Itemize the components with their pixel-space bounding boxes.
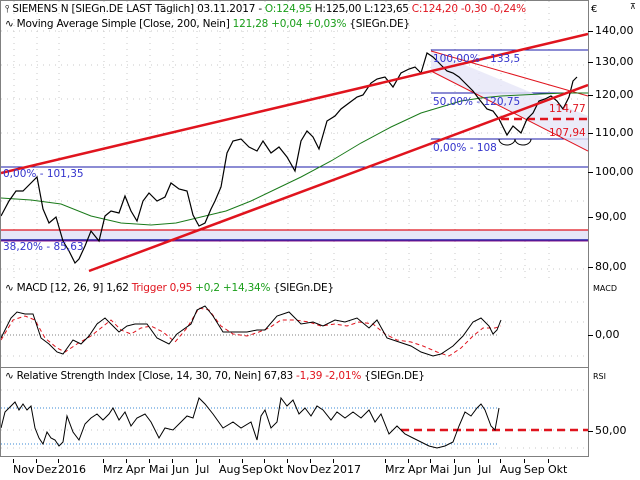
price-tick: 80,00	[588, 260, 627, 273]
ma-change: +0,04	[271, 18, 303, 30]
high-value: H:125,00	[314, 3, 362, 15]
rsi-legend: ∿ Relative Strength Index [Close, 14, 30,…	[5, 370, 428, 382]
time-tick: Mai	[149, 459, 169, 476]
rsi-panel[interactable]: ∿ Relative Strength Index [Close, 14, 30,…	[0, 368, 589, 457]
macd-change-pct: +14,34%	[222, 282, 271, 294]
ma-change-pct: +0,03%	[305, 18, 347, 30]
time-tick: 2017	[333, 459, 361, 476]
open-value: O:124,95	[264, 3, 312, 15]
rsi-axis-label: RSI	[593, 372, 606, 381]
price-tick: 130,00	[588, 55, 634, 68]
time-tick: Apr	[408, 459, 428, 476]
macd-change: +0,2	[195, 282, 220, 294]
close-value: C:124,20	[411, 3, 458, 15]
time-tick: Okt	[548, 459, 568, 476]
price-legend: ⫯ SIEMENS N [SIEGn.DE LAST Täglich] 03.11…	[5, 3, 529, 16]
instrument-icon: ⫯	[5, 3, 10, 15]
price-axis[interactable]: € ⊼ 140,00 130,00 120,00 110,00 100,00 9…	[588, 0, 640, 279]
macd-symbol: {SIEGn.DE}	[273, 282, 334, 294]
time-tick: Sep	[242, 459, 263, 476]
macd-legend: ∿ MACD [12, 26, 9] 1,62 Trigger 0,95 +0,2 +14,…	[5, 282, 337, 294]
time-tick: Sep	[524, 459, 545, 476]
macd-label: MACD [12, 26, 9]	[16, 282, 104, 294]
macd-plot[interactable]	[1, 280, 588, 367]
fib-label-100: 100,00% - 133,5	[433, 53, 521, 65]
time-axis[interactable]: Nov Dez 2016 Mrz Apr Mai Jun Jul Aug Sep…	[0, 458, 640, 480]
level-label-upper: 114,77	[549, 103, 586, 115]
time-tick: Aug	[219, 459, 241, 476]
rsi-symbol: {SIEGn.DE}	[364, 370, 425, 382]
rsi-plot[interactable]	[1, 368, 588, 456]
price-tick: 100,00	[588, 165, 634, 178]
price-tick: 90,00	[588, 210, 627, 223]
ma-symbol: {SIEGn.DE}	[349, 18, 410, 30]
macd-axis[interactable]: MACD 0,00	[588, 280, 640, 367]
macd-axis-label: MACD	[593, 284, 617, 293]
fib-label-50: 50,00% - 120,75	[433, 96, 521, 108]
ma-label: Moving Average Simple [Close, 200, Nein]	[16, 18, 230, 30]
currency-label: €	[591, 4, 598, 15]
trigger-value: 0,95	[169, 282, 193, 294]
maximize-icon[interactable]: ⊼	[630, 2, 636, 11]
ma-value: 121,28	[232, 18, 269, 30]
time-tick: Nov	[13, 459, 35, 476]
rsi-tick: 50,00	[588, 424, 627, 437]
time-tick: Aug	[500, 459, 522, 476]
macd-tick: 0,00	[588, 328, 620, 341]
ma-legend: ∿ Moving Average Simple [Close, 200, Nein…	[5, 18, 413, 30]
time-tick: Okt	[264, 459, 284, 476]
time-tick: Apr	[126, 459, 146, 476]
rsi-change-pct: -2,01%	[325, 370, 362, 382]
time-tick: Jun	[172, 459, 190, 476]
fib-label-0: 0,00% - 108	[433, 142, 497, 154]
time-tick: Mai	[430, 459, 450, 476]
time-tick: Nov	[287, 459, 309, 476]
time-tick: Jul	[478, 459, 492, 476]
change-pct-value: -0,24%	[489, 3, 526, 15]
time-tick: Jul	[196, 459, 210, 476]
change-value: -0,30	[460, 3, 487, 15]
time-tick: Dez	[36, 459, 58, 476]
price-plot[interactable]	[1, 1, 588, 280]
rsi-value: 67,83	[263, 370, 294, 382]
macd-value: 1,62	[106, 282, 129, 294]
rsi-label: Relative Strength Index [Close, 14, 30, …	[16, 370, 262, 382]
line-indicator-icon: ∿	[5, 282, 14, 294]
price-tick: 140,00	[588, 24, 634, 37]
rsi-axis[interactable]: RSI 50,00	[588, 368, 640, 456]
low-value: L:123,65	[364, 3, 409, 15]
trigger-label: Trigger	[131, 282, 167, 294]
fib-label-left-bottom: 38,20% - 85,63	[3, 241, 84, 253]
fib-label-left-top: 0,00% - 101,35	[3, 168, 84, 180]
time-tick: Jun	[454, 459, 472, 476]
line-indicator-icon: ∿	[5, 370, 14, 382]
price-tick: 110,00	[588, 126, 634, 139]
price-panel[interactable]: ⫯ SIEMENS N [SIEGn.DE LAST Täglich] 03.11…	[0, 0, 589, 281]
macd-panel[interactable]: ∿ MACD [12, 26, 9] 1,62 Trigger 0,95 +0,2 +14,…	[0, 280, 589, 368]
instrument-title: SIEMENS N [SIEGn.DE LAST Täglich] 03.11.…	[12, 3, 262, 15]
level-label-lower: 107,94	[549, 127, 586, 139]
rsi-change: -1,39	[296, 370, 323, 382]
time-tick: 2016	[58, 459, 86, 476]
line-indicator-icon: ∿	[5, 18, 14, 30]
time-tick: Dez	[310, 459, 332, 476]
time-tick: Mrz	[103, 459, 123, 476]
price-tick: 120,00	[588, 88, 634, 101]
time-tick: Mrz	[385, 459, 405, 476]
